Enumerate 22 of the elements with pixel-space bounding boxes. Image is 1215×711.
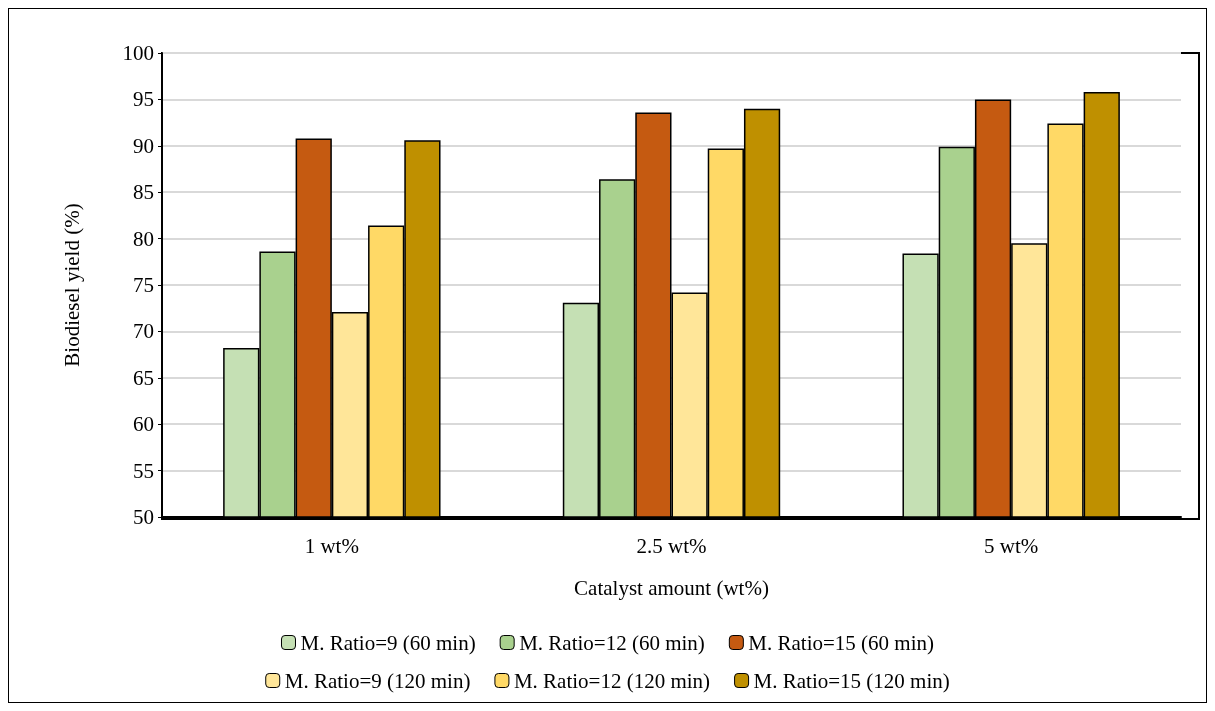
y-tick-label: 55	[133, 458, 154, 483]
y-tick-label: 50	[133, 505, 154, 529]
y-axis-title: Biodiesel yield (%)	[59, 203, 84, 367]
y-tick-label: 95	[133, 87, 154, 112]
legend-label: M. Ratio=15 (120 min)	[753, 668, 950, 693]
y-tick-label: 85	[133, 180, 154, 205]
legend-label: M. Ratio=12 (60 min)	[519, 630, 705, 655]
y-tick-label: 70	[133, 319, 154, 344]
legend-label: M. Ratio=9 (60 min)	[300, 630, 476, 655]
y-tick-label: 80	[133, 226, 154, 251]
x-tick-label: 1 wt%	[304, 533, 359, 558]
legend-label: M. Ratio=12 (120 min)	[513, 668, 711, 693]
legend-label: M. Ratio=15 (60 min)	[748, 630, 935, 655]
y-tick-label: 90	[133, 133, 154, 158]
y-tick-label: 65	[133, 365, 154, 390]
x-axis-title: Catalyst amount (wt%)	[574, 575, 769, 600]
x-tick-label: 5 wt%	[984, 533, 1039, 558]
y-tick-label: 60	[133, 412, 154, 437]
legend-label: M. Ratio=9 (120 min)	[284, 668, 471, 693]
y-tick-label: 100	[122, 41, 154, 65]
y-tick-label: 75	[133, 273, 154, 297]
x-tick-label: 2.5 wt%	[636, 533, 707, 558]
